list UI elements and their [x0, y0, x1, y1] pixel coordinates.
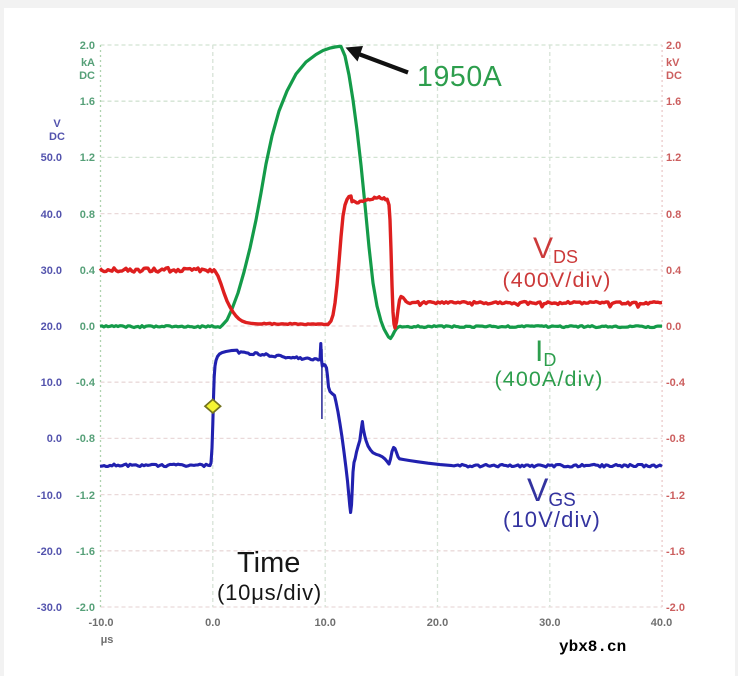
svg-text:1.6: 1.6 [80, 96, 95, 108]
svg-text:40.0: 40.0 [651, 617, 672, 629]
svg-text:DC: DC [79, 70, 95, 82]
svg-text:0.8: 0.8 [666, 209, 681, 221]
svg-text:kA: kA [81, 57, 95, 69]
svg-text:0.0: 0.0 [47, 433, 62, 445]
svg-text:10.0: 10.0 [314, 617, 335, 629]
svg-text:2.0: 2.0 [666, 40, 681, 52]
svg-text:Time: Time [237, 547, 300, 579]
svg-text:(400V/div): (400V/div) [503, 268, 612, 292]
svg-text:-20.0: -20.0 [37, 546, 62, 558]
svg-text:30.0: 30.0 [41, 265, 62, 277]
svg-text:10.0: 10.0 [41, 377, 62, 389]
svg-text:(400A/div): (400A/div) [495, 367, 604, 391]
svg-text:1.6: 1.6 [666, 96, 681, 108]
svg-text:-0.4: -0.4 [76, 377, 96, 389]
svg-text:DC: DC [666, 70, 682, 82]
svg-text:-2.0: -2.0 [666, 602, 685, 614]
svg-text:0.4: 0.4 [666, 265, 682, 277]
svg-text:1950A: 1950A [417, 61, 502, 93]
svg-text:kV: kV [666, 57, 680, 69]
svg-text:50.0: 50.0 [41, 152, 62, 164]
svg-text:0.0: 0.0 [666, 321, 681, 333]
svg-text:20.0: 20.0 [41, 321, 62, 333]
svg-text:VGS: VGS [527, 472, 576, 511]
svg-text:2.0: 2.0 [80, 40, 95, 52]
svg-text:40.0: 40.0 [41, 209, 62, 221]
svg-text:30.0: 30.0 [539, 617, 560, 629]
svg-text:DC: DC [49, 131, 65, 143]
svg-text:1.2: 1.2 [80, 152, 95, 164]
svg-text:-0.8: -0.8 [76, 433, 95, 445]
svg-text:-0.8: -0.8 [666, 433, 685, 445]
svg-text:-2.0: -2.0 [76, 602, 95, 614]
svg-text:ID: ID [535, 335, 556, 370]
svg-text:(10μs/div): (10μs/div) [217, 580, 322, 605]
svg-text:0.4: 0.4 [80, 265, 96, 277]
svg-text:-0.4: -0.4 [666, 377, 686, 389]
svg-text:0.8: 0.8 [80, 209, 95, 221]
svg-text:0.0: 0.0 [205, 617, 220, 629]
svg-text:ybx8.cn: ybx8.cn [559, 638, 626, 656]
svg-text:VDS: VDS [533, 232, 578, 267]
svg-text:(10V/div): (10V/div) [503, 507, 601, 532]
svg-text:0.0: 0.0 [80, 321, 95, 333]
svg-text:-1.6: -1.6 [666, 546, 685, 558]
svg-text:-1.2: -1.2 [666, 490, 685, 502]
svg-text:-30.0: -30.0 [37, 602, 62, 614]
svg-text:μs: μs [101, 634, 114, 646]
svg-text:20.0: 20.0 [427, 617, 448, 629]
svg-text:-1.2: -1.2 [76, 490, 95, 502]
svg-text:-1.6: -1.6 [76, 546, 95, 558]
svg-text:1.2: 1.2 [666, 152, 681, 164]
svg-text:V: V [53, 118, 61, 130]
svg-text:-10.0: -10.0 [88, 617, 113, 629]
svg-text:-10.0: -10.0 [37, 490, 62, 502]
